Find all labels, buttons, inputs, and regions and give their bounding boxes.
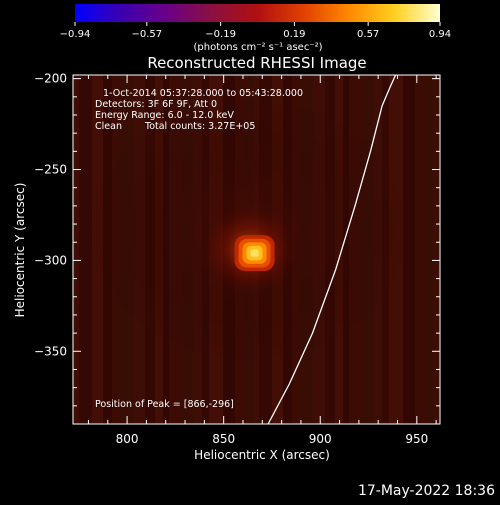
y-tick-label: −350 <box>34 344 67 358</box>
colorbar-tick-label: −0.19 <box>205 29 236 40</box>
colorbar-tick-label: −0.94 <box>60 29 91 40</box>
y-tick-label: −250 <box>34 163 67 177</box>
peak-contour <box>250 249 259 257</box>
y-tick-label: −300 <box>34 253 67 267</box>
annotation-peak-position: Position of Peak = [866,-296] <box>95 399 234 410</box>
y-axis-label: Heliocentric Y (arcsec) <box>13 183 27 318</box>
colorbar-tick-label: 0.19 <box>283 29 305 40</box>
plot-frame <box>72 74 441 425</box>
annotation-time-range: 1-Oct-2014 05:37:28.000 to 05:43:28.000 <box>103 88 303 99</box>
chart-title: Reconstructed RHESSI Image <box>147 54 366 72</box>
image-streak <box>73 75 79 424</box>
annotation-energy-range: Energy Range: 6.0 - 12.0 keV <box>95 110 234 121</box>
x-tick-label: 950 <box>405 432 428 446</box>
colorbar-tick-label: 0.94 <box>429 29 451 40</box>
annotation-clean: Clean <box>95 121 122 132</box>
image-streak <box>433 75 439 424</box>
colorbar <box>75 4 440 22</box>
annotation-detectors: Detectors: 3F 6F 9F, Att 0 <box>95 99 217 110</box>
axis-ticks: 800 850 900 950 −200 −250 −300 −350 <box>34 72 440 446</box>
colorbar-tick-label: −0.57 <box>132 29 163 40</box>
colorbar-ticks: −0.94 −0.57 −0.19 0.19 0.57 0.94 <box>60 22 451 40</box>
colorbar-tick-label: 0.57 <box>357 29 379 40</box>
image-streak <box>415 75 425 424</box>
x-tick-label: 900 <box>309 432 332 446</box>
y-tick-label: −200 <box>34 72 67 86</box>
footer-date: 17-May-2022 18:36 <box>358 483 495 499</box>
peak-source <box>234 235 275 272</box>
solar-limb-curve <box>267 75 397 424</box>
x-axis-label: Heliocentric X (arcsec) <box>194 448 330 462</box>
image-streak <box>439 75 440 424</box>
x-tick-label: 850 <box>212 432 235 446</box>
annotation-total-counts: Total counts: 3.27E+05 <box>144 121 255 132</box>
image-streak <box>425 75 433 424</box>
x-tick-label: 800 <box>116 432 139 446</box>
plot-area <box>73 75 440 424</box>
colorbar-label: (photons cm⁻² s⁻¹ asec⁻²) <box>193 42 322 53</box>
